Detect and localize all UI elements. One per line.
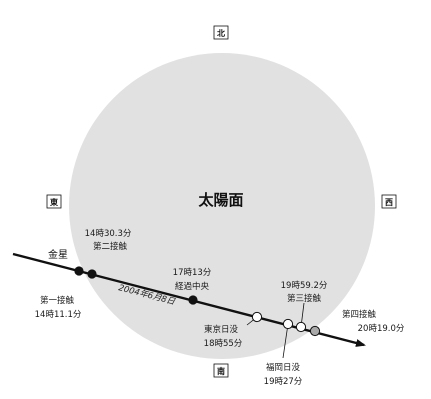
tokyo-sunset-time: 18時55分 <box>204 339 243 349</box>
west-label: 西 <box>385 198 393 207</box>
first-contact-time: 14時11.1分 <box>35 310 82 320</box>
first-contact-name: 第一接触 <box>40 295 75 306</box>
second-contact-dot <box>87 269 97 279</box>
third-contact-name: 第三接触 <box>287 293 322 304</box>
fukuoka-sunset-name: 福岡日没 <box>266 362 301 373</box>
venus-label: 金星 <box>48 248 68 261</box>
west-marker: 西 <box>381 194 397 209</box>
third-contact-dot <box>295 321 307 333</box>
north-label: 北 <box>217 28 225 38</box>
south-label: 南 <box>217 366 225 376</box>
south-marker: 南 <box>213 363 229 378</box>
north-marker: 北 <box>213 25 229 40</box>
third-contact-time: 19時59.2分 <box>281 281 328 291</box>
second-contact-name: 第二接触 <box>93 241 128 252</box>
fukuoka-sunset-dot <box>282 318 294 330</box>
first-contact-dot <box>74 266 84 276</box>
sun-face-label: 太陽面 <box>198 191 243 209</box>
east-marker: 東 <box>46 194 62 209</box>
fourth-contact-name: 第四接触 <box>342 309 377 320</box>
sun-disk <box>69 53 375 359</box>
fukuoka-sunset-leader <box>282 323 289 359</box>
fourth-contact-dot <box>309 325 321 337</box>
mid-transit-name: 経過中央 <box>175 281 210 292</box>
east-label: 東 <box>50 197 58 207</box>
second-contact-time: 14時30.3分 <box>85 229 132 239</box>
mid-transit-time: 17時13分 <box>173 268 212 278</box>
fourth-contact-time: 20時19.0分 <box>358 324 405 334</box>
fukuoka-sunset-time: 19時27分 <box>264 377 303 387</box>
mid-transit-dot <box>188 295 198 305</box>
tokyo-sunset-dot <box>251 311 263 323</box>
tokyo-sunset-name: 東京日没 <box>204 324 239 335</box>
